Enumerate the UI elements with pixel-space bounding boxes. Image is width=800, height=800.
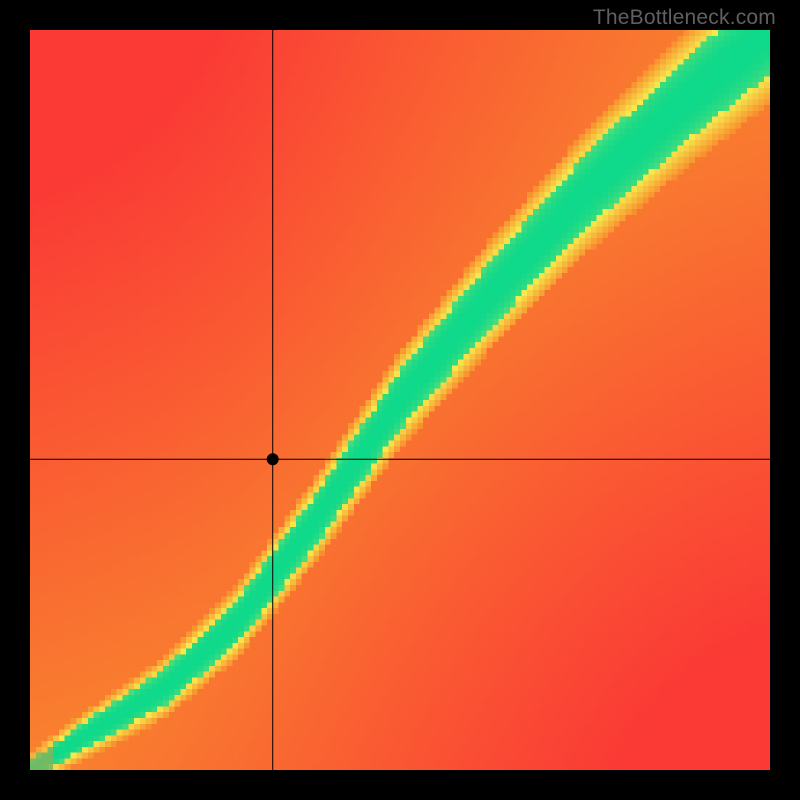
watermark-text: TheBottleneck.com [593,6,776,30]
chart-frame: TheBottleneck.com [0,0,800,800]
crosshair [30,30,770,770]
heatmap-plot [30,30,770,770]
marker-dot [267,453,279,465]
overlay-svg [30,30,770,770]
